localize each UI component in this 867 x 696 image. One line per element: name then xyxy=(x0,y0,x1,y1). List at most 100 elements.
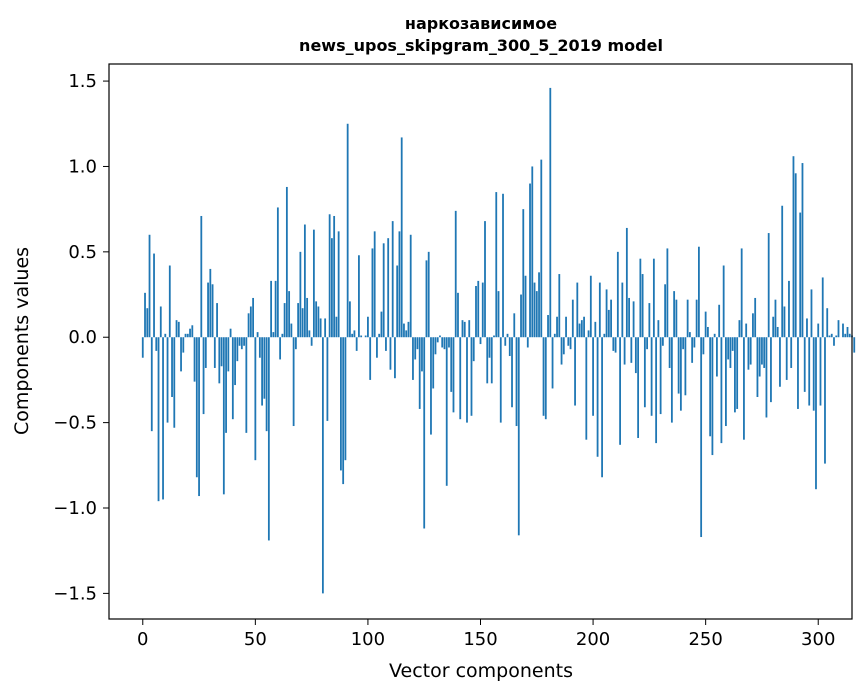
bar-166 xyxy=(515,337,518,427)
bar-149 xyxy=(477,280,480,338)
bar-209 xyxy=(612,337,615,351)
bar-115 xyxy=(400,137,403,338)
bar-111 xyxy=(391,221,394,338)
y-tick-label: −0.5 xyxy=(53,413,97,434)
bar-100 xyxy=(367,316,369,338)
bar-30 xyxy=(209,268,212,338)
bar-276 xyxy=(763,337,766,368)
bar-95 xyxy=(355,337,358,351)
bar-190 xyxy=(569,337,572,350)
bar-113 xyxy=(396,265,399,338)
bar-132 xyxy=(439,335,441,338)
bar-241 xyxy=(684,337,687,396)
bar-269 xyxy=(747,337,750,370)
bar-316 xyxy=(853,337,856,353)
bar-266 xyxy=(740,248,743,338)
bar-278 xyxy=(767,233,770,338)
bar-216 xyxy=(628,297,630,338)
bar-148 xyxy=(475,286,477,338)
bar-167 xyxy=(517,337,520,536)
bar-156 xyxy=(493,335,495,338)
bar-110 xyxy=(389,337,392,370)
bar-92 xyxy=(349,301,351,338)
chart-subtitle: news_upos_skipgram_300_5_2019 model xyxy=(299,36,663,55)
bar-299 xyxy=(815,337,817,490)
bar-253 xyxy=(711,337,714,456)
bar-151 xyxy=(481,282,484,338)
bar-74 xyxy=(308,330,311,338)
bar-1 xyxy=(144,292,146,338)
bar-217 xyxy=(630,337,633,363)
bar-292 xyxy=(799,212,802,338)
bar-117 xyxy=(405,330,408,338)
bar-164 xyxy=(511,337,513,408)
bar-180 xyxy=(547,315,549,338)
bar-293 xyxy=(801,163,804,338)
bar-270 xyxy=(749,337,752,365)
bar-281 xyxy=(774,299,777,338)
bar-153 xyxy=(486,337,489,384)
bar-271 xyxy=(752,313,754,338)
bars-group xyxy=(141,87,856,594)
bar-279 xyxy=(770,337,772,403)
x-axis-ticks: 0 50 100 150 200 250 300 xyxy=(137,619,835,650)
bar-120 xyxy=(412,337,414,380)
bar-69 xyxy=(297,303,300,338)
bar-48 xyxy=(249,306,252,338)
bar-125 xyxy=(423,337,426,529)
bar-283 xyxy=(779,337,781,387)
bar-169 xyxy=(522,209,525,338)
bar-87 xyxy=(337,231,340,338)
bar-68 xyxy=(294,337,297,350)
bar-70 xyxy=(299,251,302,338)
bar-19 xyxy=(184,333,187,338)
bar-285 xyxy=(783,306,786,338)
bar-10 xyxy=(164,333,167,338)
bar-150 xyxy=(479,337,482,345)
bar-194 xyxy=(578,323,581,338)
bar-215 xyxy=(625,227,628,338)
bar-242 xyxy=(686,299,689,338)
bar-18 xyxy=(182,337,185,353)
bar-139 xyxy=(454,210,457,338)
bar-259 xyxy=(725,337,727,427)
chart-title: наркозависимое xyxy=(405,14,557,33)
bar-12 xyxy=(168,265,171,338)
bar-188 xyxy=(565,316,567,338)
bar-294 xyxy=(803,337,806,392)
bar-94 xyxy=(353,330,356,338)
bar-203 xyxy=(598,282,601,338)
bar-207 xyxy=(607,309,610,338)
bar-41 xyxy=(234,337,236,386)
x-axis-label: Vector components xyxy=(389,660,573,682)
bar-64 xyxy=(285,186,288,338)
bar-213 xyxy=(621,282,624,338)
bar-21 xyxy=(189,328,191,338)
bar-287 xyxy=(788,280,790,338)
bar-52 xyxy=(258,337,261,358)
bar-101 xyxy=(369,337,372,380)
bar-116 xyxy=(403,323,405,338)
bar-86 xyxy=(335,316,338,338)
bar-133 xyxy=(441,337,444,348)
bar-200 xyxy=(592,337,594,416)
bar-63 xyxy=(283,303,286,338)
y-tick-label: 0.5 xyxy=(68,242,97,263)
bar-306 xyxy=(830,333,833,338)
bar-312 xyxy=(844,333,847,338)
bar-3 xyxy=(148,234,151,338)
bar-297 xyxy=(810,289,813,338)
bar-172 xyxy=(529,183,531,338)
bar-264 xyxy=(736,337,739,409)
y-tick-label: 1.0 xyxy=(68,156,97,177)
bar-59 xyxy=(274,280,277,338)
bar-72 xyxy=(303,224,306,338)
bar-90 xyxy=(344,337,347,461)
bar-146 xyxy=(470,337,473,416)
bar-197 xyxy=(585,337,588,440)
bar-163 xyxy=(508,337,511,357)
bar-223 xyxy=(643,337,646,408)
bar-24 xyxy=(195,337,198,478)
bar-118 xyxy=(407,321,410,338)
